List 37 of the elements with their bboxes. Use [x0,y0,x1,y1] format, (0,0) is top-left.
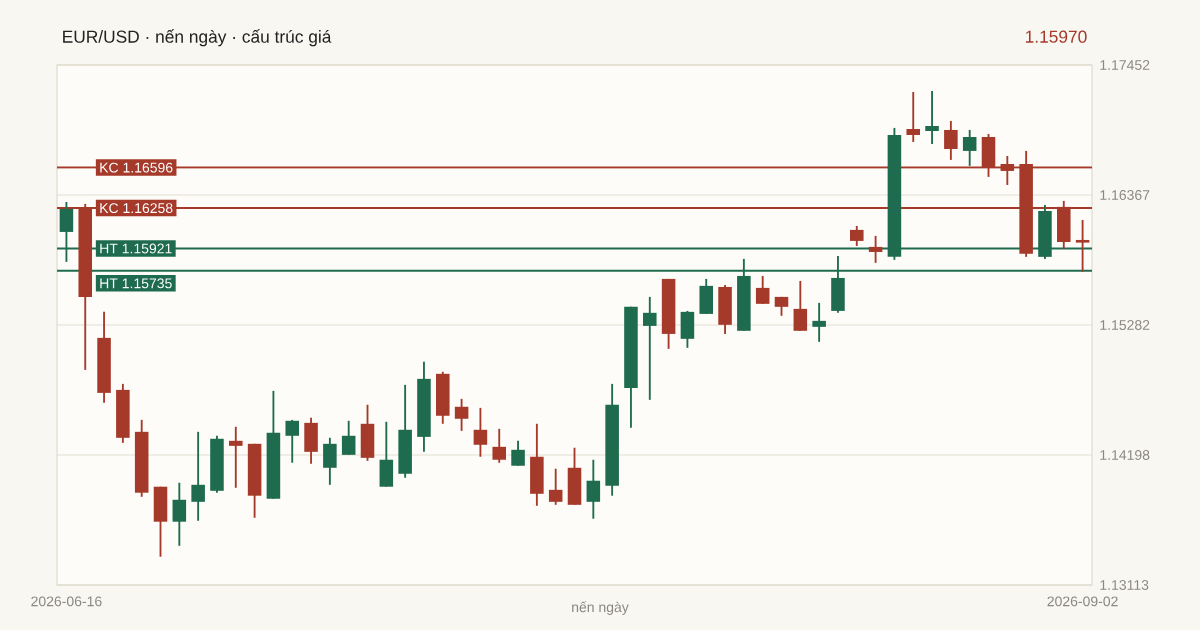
candlestick [906,91,921,143]
candlestick [285,418,300,464]
candlestick [925,90,939,145]
candlestick [511,439,525,467]
y-tick-label: 1.15282 [1100,320,1150,331]
ref-line-label: HT 1.15921 [100,243,172,254]
ref-line-label: KC 1.16596 [100,162,173,173]
candlestick [323,436,337,486]
ref-line-label: KC 1.16258 [100,203,173,214]
candlestick [962,129,977,167]
candlestick [755,274,770,305]
candlestick [850,225,864,247]
candlestick [1075,219,1090,273]
candlestick [793,280,808,332]
y-tick-label: 1.16367 [1100,190,1150,200]
x-tick-label: 2026-06-16 [31,596,102,607]
y-tick-label: 1.17452 [1100,60,1150,70]
candlestick [868,234,883,264]
candlestick [586,458,601,520]
candlestick [492,427,507,464]
y-tick-label: 1.13113 [1100,580,1149,590]
candlestick [229,425,243,489]
candlestick [473,406,488,458]
candlestick [643,295,657,401]
text: 1.15970 [1025,30,1087,43]
candlestick [454,397,469,432]
text: nến ngày [572,601,629,615]
chart-title: EUR/USD · nến ngày · cấu trúc giá [63,29,332,47]
candlestick [812,301,826,343]
y-tick-label: 1.14198 [1100,450,1150,460]
x-tick-label: 2026-09-02 [1047,596,1118,607]
candlestick [341,419,356,456]
candlestick [548,467,563,506]
candlestick [944,120,958,161]
candlestick [191,430,205,522]
ref-line-label: HT 1.15735 [100,278,172,289]
candlestick [172,481,187,547]
